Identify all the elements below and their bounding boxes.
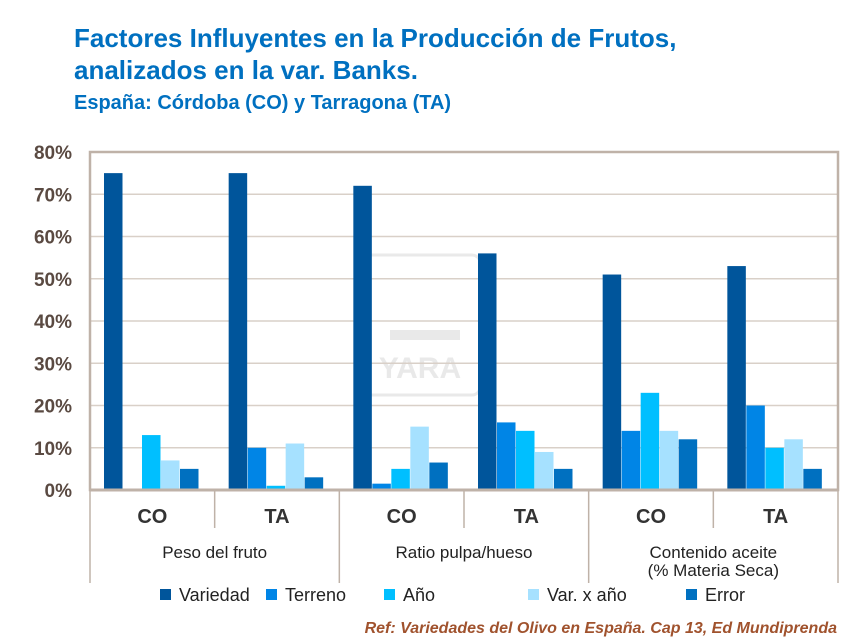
bar-variedad-0 — [104, 173, 123, 490]
y-tick-label: 20% — [34, 397, 72, 418]
bar-variedad-5 — [727, 266, 746, 490]
bar-terreno-1 — [247, 447, 267, 490]
y-tick-label: 0% — [45, 481, 73, 502]
legend-swatch — [160, 589, 171, 600]
bar-a-o-2 — [391, 468, 410, 490]
bar-variedad-1 — [228, 173, 248, 490]
y-tick-label: 80% — [34, 143, 72, 164]
bar-a-o-3 — [516, 430, 535, 490]
yara-watermark-logo: YARA — [358, 253, 482, 397]
bar-a-o-5 — [765, 447, 784, 490]
legend-swatch — [384, 589, 395, 600]
bar-error-1 — [304, 477, 324, 490]
title-line-2: analizados en la var. Banks. — [74, 55, 418, 85]
category-label: CO — [137, 506, 167, 528]
legend-swatch — [266, 589, 277, 600]
bar-var-x-a-o-1 — [285, 443, 305, 490]
legend-swatch — [528, 589, 539, 600]
chart-title: Factores Influyentes en la Producción de… — [74, 22, 676, 86]
bar-var-x-a-o-5 — [784, 439, 803, 490]
legend-label: Terreno — [285, 585, 346, 605]
bar-a-o-1 — [266, 485, 286, 490]
bar-terreno-2 — [372, 483, 391, 490]
category-label: TA — [264, 506, 289, 528]
group-label-line2: (% Materia Seca) — [648, 561, 779, 580]
bar-a-o-0 — [142, 435, 161, 490]
svg-text:YARA: YARA — [379, 352, 461, 385]
bar-var-x-a-o-3 — [535, 451, 554, 490]
bar-terreno-4 — [621, 430, 641, 490]
category-label: TA — [763, 506, 788, 528]
category-label: CO — [636, 506, 666, 528]
legend-label: Variedad — [179, 585, 250, 605]
category-label: CO — [387, 506, 417, 528]
bar-variedad-2 — [353, 185, 372, 491]
y-tick-label: 40% — [34, 312, 72, 333]
category-label: TA — [514, 506, 539, 528]
bar-variedad-3 — [478, 253, 497, 490]
bar-var-x-a-o-4 — [659, 430, 679, 490]
y-tick-label: 30% — [34, 354, 72, 375]
legend-label: Error — [705, 585, 745, 605]
bar-terreno-5 — [746, 405, 765, 490]
title-line-1: Factores Influyentes en la Producción de… — [74, 23, 677, 53]
y-tick-label: 70% — [34, 185, 72, 206]
y-tick-label: 50% — [34, 270, 72, 291]
y-tick-label: 60% — [34, 228, 72, 249]
legend-swatch — [686, 589, 697, 600]
group-label: Ratio pulpa/hueso — [395, 543, 532, 562]
legend-label: Año — [403, 585, 435, 605]
bar-error-3 — [554, 468, 573, 490]
bar-error-5 — [803, 468, 822, 490]
bar-variedad-4 — [602, 274, 622, 490]
bar-error-2 — [429, 462, 448, 490]
y-tick-label: 10% — [34, 439, 72, 460]
bar-a-o-4 — [640, 392, 660, 490]
bar-var-x-a-o-0 — [161, 460, 180, 490]
legend-label: Var. x año — [547, 585, 627, 605]
bar-var-x-a-o-2 — [410, 426, 429, 490]
group-label: Peso del fruto — [162, 543, 267, 562]
chart-subtitle: España: Córdoba (CO) y Tarragona (TA) — [74, 92, 452, 114]
group-label: Contenido aceite — [650, 543, 778, 562]
bar-terreno-3 — [497, 422, 516, 490]
bar-error-0 — [180, 468, 199, 490]
bar-error-4 — [678, 439, 698, 490]
reference-note: Ref: Variedades del Olivo en España. Cap… — [364, 620, 837, 637]
